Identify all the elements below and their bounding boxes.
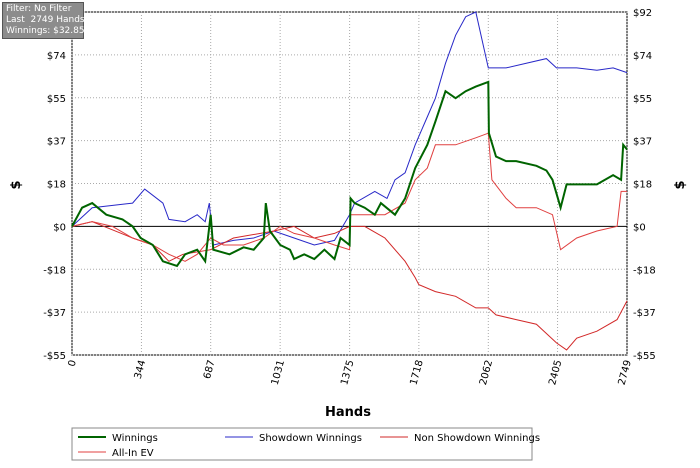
- y2-tick-label: -$18: [633, 265, 656, 276]
- y2-axis-title: $: [673, 180, 688, 189]
- x-tick-label: 1375: [339, 359, 356, 386]
- x-tick-label: 687: [202, 359, 218, 380]
- y2-tick-label: -$37: [633, 308, 656, 319]
- x-tick-label: 2749: [617, 359, 634, 386]
- info-box: Filter: No Filter Last 2749 Hands Winnings…: [2, 2, 85, 39]
- y2-tick-label: $37: [633, 137, 652, 148]
- y-tick-label: -$18: [43, 265, 66, 276]
- x-tick-label: 0: [67, 359, 79, 368]
- y-tick-label: $74: [47, 51, 66, 62]
- info-line: Winnings: $32.85: [6, 26, 85, 36]
- legend-label: Showdown Winnings: [259, 433, 362, 444]
- x-tick-label: 2062: [478, 359, 495, 386]
- series-line: [71, 11, 628, 246]
- legend-label: Winnings: [112, 433, 158, 444]
- y-tick-label: $37: [47, 137, 66, 148]
- y-tick-label: $55: [47, 94, 66, 105]
- x-tick-label: 2405: [547, 359, 564, 386]
- info-line: Filter: No Filter: [6, 4, 72, 14]
- y2-tick-label: $18: [633, 180, 652, 191]
- y-tick-label: $0: [53, 222, 66, 233]
- y-tick-label: -$37: [43, 308, 66, 319]
- y2-tick-label: $92: [633, 8, 652, 19]
- x-tick-label: 1718: [409, 359, 426, 386]
- y-tick-label: $18: [47, 180, 66, 191]
- y2-tick-label: $0: [633, 222, 646, 233]
- x-tick-label: 1031: [270, 359, 287, 386]
- x-tick-label: 344: [133, 359, 149, 380]
- y-tick-label: -$55: [43, 351, 66, 362]
- y-axis-title: $: [9, 180, 24, 189]
- series-line: [71, 221, 628, 351]
- y2-tick-label: $74: [633, 51, 652, 62]
- info-line: Last 2749 Hands: [6, 15, 85, 25]
- x-axis-title: Hands: [325, 405, 371, 420]
- series-line: [71, 80, 628, 268]
- legend-box: [71, 427, 533, 461]
- legend-label: Non Showdown Winnings: [414, 433, 540, 444]
- legend-label: All-In EV: [112, 448, 154, 459]
- y2-tick-label: $55: [633, 94, 652, 105]
- y2-tick-label: -$55: [633, 351, 656, 362]
